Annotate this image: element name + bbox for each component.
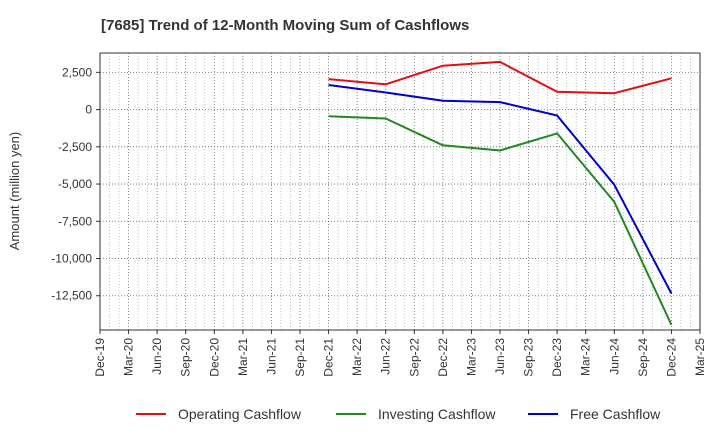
x-tick-label: Jun-24 — [607, 338, 621, 375]
x-tick-label: Dec-22 — [436, 338, 450, 377]
legend: Operating Cashflow Investing Cashflow Free… — [136, 406, 661, 422]
series-lines — [328, 60, 673, 326]
y-tick-label: -10,000 — [51, 252, 92, 266]
x-tick-label: Sep-22 — [407, 338, 421, 377]
x-axis: Dec-19 Mar-20 Jun-20 Sep-20 Dec-20 Mar-21 Jun-… — [93, 330, 707, 377]
x-tick-label: Mar-23 — [464, 338, 478, 376]
free-cashflow-line — [328, 84, 673, 294]
legend-label-investing-cashflow: Investing Cashflow — [378, 406, 496, 422]
y-tick-label: -2,500 — [58, 140, 92, 154]
y-tick-label: 0 — [85, 103, 92, 117]
operating-cashflow-line — [328, 60, 672, 95]
x-tick-label: Sep-21 — [293, 338, 307, 377]
x-tick-label: Sep-24 — [636, 338, 650, 377]
x-tick-label: Jun-21 — [264, 338, 278, 375]
x-tick-label: Mar-20 — [122, 338, 136, 376]
legend-label-free-cashflow: Free Cashflow — [570, 406, 661, 422]
x-tick-label: Sep-20 — [179, 338, 193, 377]
x-tick-label: Sep-23 — [522, 338, 536, 377]
x-tick-label: Mar-21 — [236, 338, 250, 376]
x-tick-label: Mar-25 — [693, 338, 707, 376]
x-tick-label: Mar-22 — [350, 338, 364, 376]
investing-cashflow-line — [328, 115, 673, 326]
x-tick-label: Dec-24 — [664, 338, 678, 377]
y-tick-label: 2,500 — [62, 65, 92, 79]
x-tick-label: Jun-23 — [493, 338, 507, 375]
x-tick-label: Dec-20 — [207, 338, 221, 377]
x-tick-label: Dec-21 — [322, 338, 336, 377]
x-tick-label: Dec-23 — [550, 338, 564, 377]
x-tick-label: Dec-19 — [93, 338, 107, 377]
y-tick-label: -5,000 — [58, 177, 92, 191]
y-tick-label: -12,500 — [51, 289, 92, 303]
x-tick-label: Mar-24 — [579, 338, 593, 376]
x-tick-label: Jun-22 — [379, 338, 393, 375]
y-tick-label: -7,500 — [58, 214, 92, 228]
y-axis-label: Amount (million yen) — [7, 132, 22, 251]
plot-frame — [99, 52, 701, 331]
y-axis: 2,500 0 -2,500 -5,000 -7,500 -10,000 -12,500 — [51, 65, 100, 303]
legend-label-operating-cashflow: Operating Cashflow — [178, 406, 302, 422]
x-tick-label: Jun-20 — [150, 338, 164, 375]
chart-title: [7685] Trend of 12-Month Moving Sum of C… — [101, 17, 469, 34]
